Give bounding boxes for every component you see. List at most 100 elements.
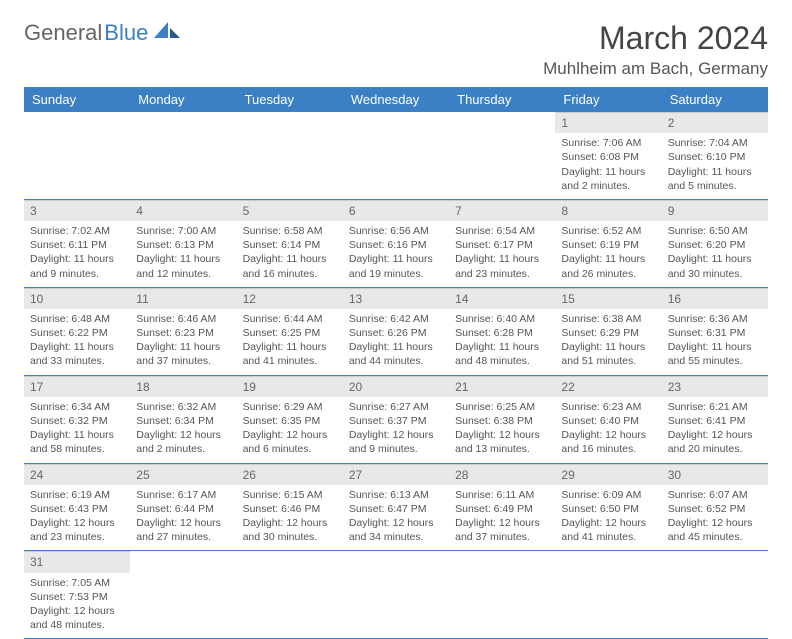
calendar-day-cell bbox=[662, 551, 768, 639]
sunrise-text: Sunrise: 6:23 AM bbox=[561, 400, 655, 414]
day-number: 18 bbox=[130, 376, 236, 397]
sunset-text: Sunset: 6:46 PM bbox=[243, 502, 337, 516]
weekday-header: Monday bbox=[130, 87, 236, 112]
daylight-text: Daylight: 11 hours and 37 minutes. bbox=[136, 340, 230, 368]
daylight-text: Daylight: 11 hours and 23 minutes. bbox=[455, 252, 549, 280]
daylight-text: Daylight: 11 hours and 12 minutes. bbox=[136, 252, 230, 280]
day-number: 9 bbox=[662, 200, 768, 221]
day-content: Sunrise: 6:21 AMSunset: 6:41 PMDaylight:… bbox=[662, 397, 768, 463]
day-number: 31 bbox=[24, 551, 130, 572]
day-number: 16 bbox=[662, 288, 768, 309]
sunrise-text: Sunrise: 6:54 AM bbox=[455, 224, 549, 238]
sunset-text: Sunset: 6:14 PM bbox=[243, 238, 337, 252]
day-content: Sunrise: 6:32 AMSunset: 6:34 PMDaylight:… bbox=[130, 397, 236, 463]
day-content: Sunrise: 6:13 AMSunset: 6:47 PMDaylight:… bbox=[343, 485, 449, 551]
calendar-day-cell: 16Sunrise: 6:36 AMSunset: 6:31 PMDayligh… bbox=[662, 287, 768, 375]
title-block: March 2024 Muhlheim am Bach, Germany bbox=[543, 20, 768, 79]
day-number: 19 bbox=[237, 376, 343, 397]
calendar-day-cell bbox=[343, 112, 449, 199]
calendar-day-cell bbox=[449, 551, 555, 639]
calendar-day-cell bbox=[24, 112, 130, 199]
sunrise-text: Sunrise: 6:50 AM bbox=[668, 224, 762, 238]
weekday-header: Friday bbox=[555, 87, 661, 112]
day-content: Sunrise: 6:46 AMSunset: 6:23 PMDaylight:… bbox=[130, 309, 236, 375]
day-number: 23 bbox=[662, 376, 768, 397]
day-number: 6 bbox=[343, 200, 449, 221]
sunrise-text: Sunrise: 6:52 AM bbox=[561, 224, 655, 238]
sunset-text: Sunset: 6:34 PM bbox=[136, 414, 230, 428]
day-content: Sunrise: 6:40 AMSunset: 6:28 PMDaylight:… bbox=[449, 309, 555, 375]
calendar-day-cell bbox=[130, 112, 236, 199]
calendar-day-cell: 25Sunrise: 6:17 AMSunset: 6:44 PMDayligh… bbox=[130, 463, 236, 551]
sunset-text: Sunset: 6:32 PM bbox=[30, 414, 124, 428]
calendar-day-cell: 28Sunrise: 6:11 AMSunset: 6:49 PMDayligh… bbox=[449, 463, 555, 551]
calendar-day-cell: 13Sunrise: 6:42 AMSunset: 6:26 PMDayligh… bbox=[343, 287, 449, 375]
sunset-text: Sunset: 6:17 PM bbox=[455, 238, 549, 252]
daylight-text: Daylight: 11 hours and 30 minutes. bbox=[668, 252, 762, 280]
calendar-day-cell bbox=[130, 551, 236, 639]
calendar-day-cell: 11Sunrise: 6:46 AMSunset: 6:23 PMDayligh… bbox=[130, 287, 236, 375]
sunrise-text: Sunrise: 6:58 AM bbox=[243, 224, 337, 238]
day-number: 30 bbox=[662, 464, 768, 485]
day-number: 11 bbox=[130, 288, 236, 309]
sunset-text: Sunset: 6:50 PM bbox=[561, 502, 655, 516]
day-number: 21 bbox=[449, 376, 555, 397]
day-number: 15 bbox=[555, 288, 661, 309]
sunset-text: Sunset: 6:43 PM bbox=[30, 502, 124, 516]
sunrise-text: Sunrise: 7:00 AM bbox=[136, 224, 230, 238]
logo: GeneralBlue bbox=[24, 20, 180, 46]
sunset-text: Sunset: 6:25 PM bbox=[243, 326, 337, 340]
sunrise-text: Sunrise: 6:19 AM bbox=[30, 488, 124, 502]
calendar-day-cell: 9Sunrise: 6:50 AMSunset: 6:20 PMDaylight… bbox=[662, 199, 768, 287]
day-content: Sunrise: 6:36 AMSunset: 6:31 PMDaylight:… bbox=[662, 309, 768, 375]
daylight-text: Daylight: 11 hours and 48 minutes. bbox=[455, 340, 549, 368]
daylight-text: Daylight: 12 hours and 48 minutes. bbox=[30, 604, 124, 632]
day-number: 25 bbox=[130, 464, 236, 485]
daylight-text: Daylight: 11 hours and 44 minutes. bbox=[349, 340, 443, 368]
logo-text-general: General bbox=[24, 20, 102, 46]
sunset-text: Sunset: 6:44 PM bbox=[136, 502, 230, 516]
day-content: Sunrise: 6:17 AMSunset: 6:44 PMDaylight:… bbox=[130, 485, 236, 551]
sunrise-text: Sunrise: 6:21 AM bbox=[668, 400, 762, 414]
sunset-text: Sunset: 6:23 PM bbox=[136, 326, 230, 340]
daylight-text: Daylight: 11 hours and 33 minutes. bbox=[30, 340, 124, 368]
calendar-day-cell: 10Sunrise: 6:48 AMSunset: 6:22 PMDayligh… bbox=[24, 287, 130, 375]
calendar-day-cell: 14Sunrise: 6:40 AMSunset: 6:28 PMDayligh… bbox=[449, 287, 555, 375]
logo-text-blue: Blue bbox=[104, 20, 148, 46]
daylight-text: Daylight: 12 hours and 20 minutes. bbox=[668, 428, 762, 456]
daylight-text: Daylight: 12 hours and 9 minutes. bbox=[349, 428, 443, 456]
sunrise-text: Sunrise: 6:44 AM bbox=[243, 312, 337, 326]
sunrise-text: Sunrise: 7:02 AM bbox=[30, 224, 124, 238]
calendar-day-cell: 15Sunrise: 6:38 AMSunset: 6:29 PMDayligh… bbox=[555, 287, 661, 375]
daylight-text: Daylight: 11 hours and 2 minutes. bbox=[561, 165, 655, 193]
calendar-day-cell: 27Sunrise: 6:13 AMSunset: 6:47 PMDayligh… bbox=[343, 463, 449, 551]
day-content: Sunrise: 6:29 AMSunset: 6:35 PMDaylight:… bbox=[237, 397, 343, 463]
day-number: 4 bbox=[130, 200, 236, 221]
sunset-text: Sunset: 6:10 PM bbox=[668, 150, 762, 164]
day-number: 13 bbox=[343, 288, 449, 309]
day-content: Sunrise: 7:06 AMSunset: 6:08 PMDaylight:… bbox=[555, 133, 661, 199]
sunset-text: Sunset: 6:16 PM bbox=[349, 238, 443, 252]
sunset-text: Sunset: 6:19 PM bbox=[561, 238, 655, 252]
sunrise-text: Sunrise: 6:13 AM bbox=[349, 488, 443, 502]
sunset-text: Sunset: 6:52 PM bbox=[668, 502, 762, 516]
day-content: Sunrise: 6:23 AMSunset: 6:40 PMDaylight:… bbox=[555, 397, 661, 463]
sunset-text: Sunset: 6:37 PM bbox=[349, 414, 443, 428]
calendar-day-cell: 6Sunrise: 6:56 AMSunset: 6:16 PMDaylight… bbox=[343, 199, 449, 287]
logo-sail-icon bbox=[154, 20, 180, 46]
day-number: 22 bbox=[555, 376, 661, 397]
calendar-day-cell: 12Sunrise: 6:44 AMSunset: 6:25 PMDayligh… bbox=[237, 287, 343, 375]
sunset-text: Sunset: 6:08 PM bbox=[561, 150, 655, 164]
day-content: Sunrise: 6:56 AMSunset: 6:16 PMDaylight:… bbox=[343, 221, 449, 287]
day-content: Sunrise: 7:00 AMSunset: 6:13 PMDaylight:… bbox=[130, 221, 236, 287]
sunrise-text: Sunrise: 6:32 AM bbox=[136, 400, 230, 414]
sunrise-text: Sunrise: 6:27 AM bbox=[349, 400, 443, 414]
day-number: 17 bbox=[24, 376, 130, 397]
weekday-header-row: SundayMondayTuesdayWednesdayThursdayFrid… bbox=[24, 87, 768, 112]
day-content: Sunrise: 6:07 AMSunset: 6:52 PMDaylight:… bbox=[662, 485, 768, 551]
daylight-text: Daylight: 12 hours and 30 minutes. bbox=[243, 516, 337, 544]
calendar-day-cell: 5Sunrise: 6:58 AMSunset: 6:14 PMDaylight… bbox=[237, 199, 343, 287]
sunrise-text: Sunrise: 6:25 AM bbox=[455, 400, 549, 414]
day-content: Sunrise: 6:50 AMSunset: 6:20 PMDaylight:… bbox=[662, 221, 768, 287]
sunrise-text: Sunrise: 6:38 AM bbox=[561, 312, 655, 326]
